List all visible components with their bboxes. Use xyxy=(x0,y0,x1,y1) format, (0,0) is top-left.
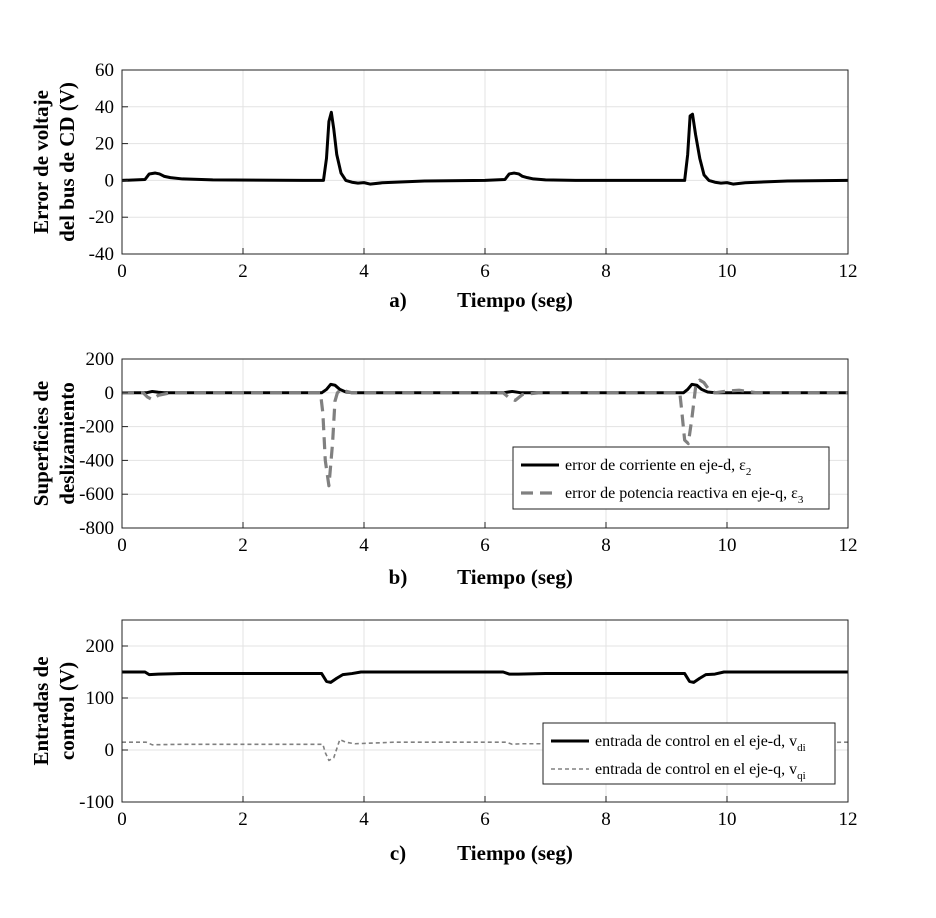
y-tick-label: -800 xyxy=(79,518,114,539)
x-axis-label: Tiempo (seg) xyxy=(457,565,573,589)
y-tick-label: 0 xyxy=(105,170,115,191)
x-axis-label: Tiempo (seg) xyxy=(457,841,573,865)
x-tick-label: 12 xyxy=(839,535,858,556)
y-axis-label: Superficies dedeslizamiento xyxy=(29,381,79,506)
y-axis-label: Error de voltajedel bus de CD (V) xyxy=(29,82,79,242)
x-tick-label: 12 xyxy=(839,809,858,830)
y-tick-label: 0 xyxy=(105,383,115,404)
x-tick-label: 10 xyxy=(718,535,737,556)
y-tick-label: -400 xyxy=(79,450,114,471)
legend-box xyxy=(512,446,830,510)
legend: entrada de control en el eje-d, vdi entra… xyxy=(542,722,836,785)
x-tick-label: 8 xyxy=(601,535,611,556)
panel-label: b) xyxy=(389,565,408,589)
x-tick-label: 8 xyxy=(601,261,611,282)
x-tick-label: 8 xyxy=(601,809,611,830)
legend-label: error de corriente en eje-d, ε2 xyxy=(565,457,751,478)
x-tick-label: 0 xyxy=(117,809,127,830)
x-tick-label: 4 xyxy=(359,535,369,556)
legend-label: entrada de control en el eje-d, vdi xyxy=(595,733,806,754)
y-tick-label: -100 xyxy=(79,792,114,813)
y-tick-label: 0 xyxy=(105,740,115,761)
legend: error de corriente en eje-d, ε2 error de … xyxy=(512,446,830,510)
x-axis-label: Tiempo (seg) xyxy=(457,288,573,312)
legend-box xyxy=(542,722,836,785)
y-tick-label: 60 xyxy=(95,60,114,81)
x-tick-label: 6 xyxy=(480,535,490,556)
series-line-1 xyxy=(122,670,848,684)
x-tick-label: 2 xyxy=(238,535,248,556)
y-tick-label: -40 xyxy=(89,244,114,265)
legend-label: error de potencia reactiva en eje-q, ε3 xyxy=(565,485,804,506)
y-tick-label: 200 xyxy=(86,636,115,657)
x-tick-label: 4 xyxy=(359,809,369,830)
y-tick-label: 20 xyxy=(95,134,114,155)
chart-panel-2: 0 2 4 6 8 10 12 -800 -600 -400 -200 0 200 b) Tiempo (s… xyxy=(29,349,858,589)
x-tick-label: 10 xyxy=(718,261,737,282)
x-tick-label: 0 xyxy=(117,261,127,282)
y-axis-label: Entradas decontrol (V) xyxy=(29,656,79,765)
series-line-2 xyxy=(122,378,848,488)
panel-label: c) xyxy=(390,841,406,865)
chart-panel-1: 0 2 4 6 8 10 12 -40 -20 0 20 40 60 a) Tiempo (seg) Erro… xyxy=(29,60,858,312)
y-tick-label: -600 xyxy=(79,484,114,505)
x-tick-label: 6 xyxy=(480,261,490,282)
y-tick-label: -20 xyxy=(89,207,114,228)
y-tick-label: 40 xyxy=(95,97,114,118)
panel-label: a) xyxy=(389,288,407,312)
series-line-1 xyxy=(122,110,848,186)
x-tick-label: 0 xyxy=(117,535,127,556)
x-tick-label: 4 xyxy=(359,261,369,282)
y-tick-label: -200 xyxy=(79,417,114,438)
x-tick-label: 2 xyxy=(238,261,248,282)
x-tick-label: 10 xyxy=(718,809,737,830)
y-tick-label: 200 xyxy=(86,349,115,370)
y-tick-label: 100 xyxy=(86,688,115,709)
x-tick-label: 2 xyxy=(238,809,248,830)
x-tick-label: 12 xyxy=(839,261,858,282)
legend-label: entrada de control en el eje-q, vqi xyxy=(595,761,806,782)
x-tick-label: 6 xyxy=(480,809,490,830)
